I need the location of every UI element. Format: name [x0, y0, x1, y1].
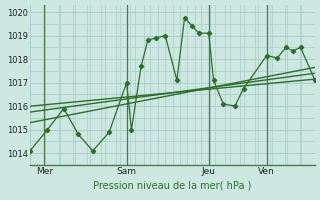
X-axis label: Pression niveau de la mer( hPa ): Pression niveau de la mer( hPa ): [93, 180, 252, 190]
